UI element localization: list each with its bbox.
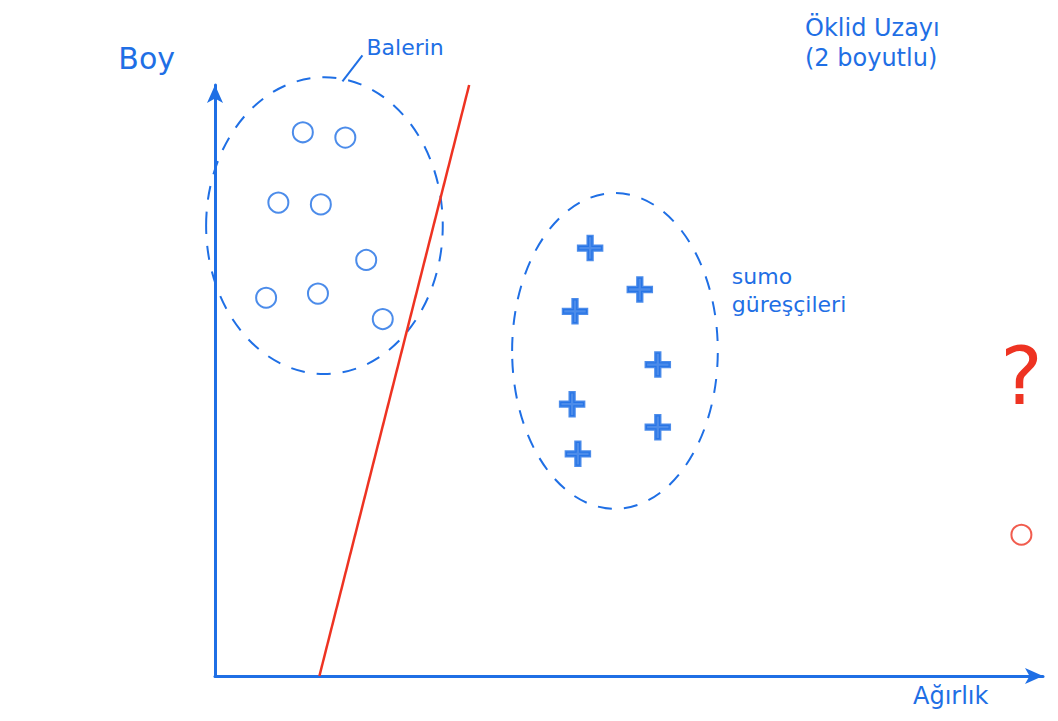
svg-text:?: ? [1000,330,1042,423]
svg-text:sumo: sumo [732,264,792,289]
svg-text:güreşçileri: güreşçileri [732,292,846,317]
svg-text:(2 boyutlu): (2 boyutlu) [805,44,937,72]
svg-text:Ağırlık: Ağırlık [913,682,989,710]
svg-text:Balerin: Balerin [366,35,443,60]
svg-text:Boy: Boy [118,41,175,76]
svg-text:Öklid Uzayı: Öklid Uzayı [805,13,940,42]
